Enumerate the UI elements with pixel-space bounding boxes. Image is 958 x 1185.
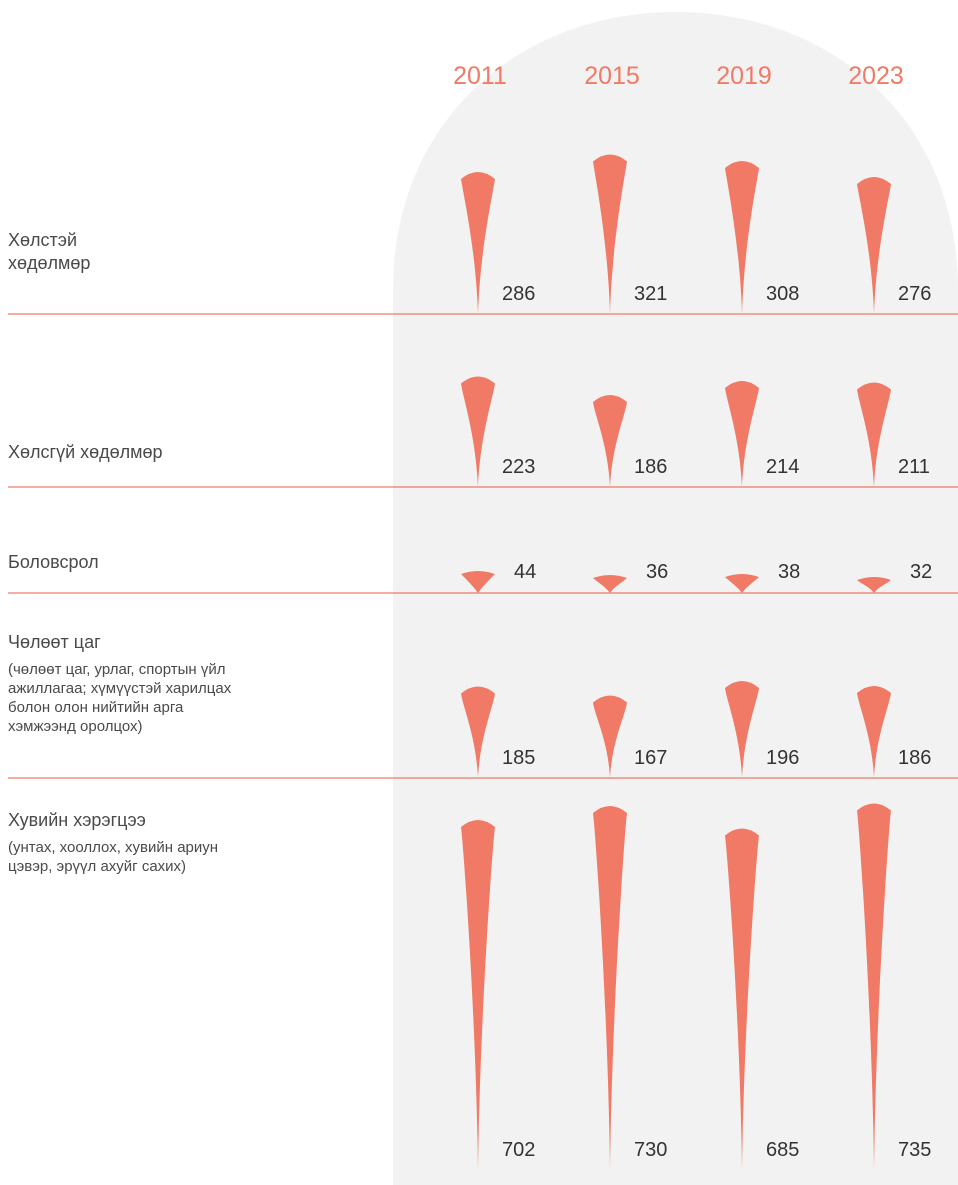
data-label: 308 — [766, 283, 799, 305]
category-label: Чөлөөт цаг — [8, 632, 101, 652]
data-label: 685 — [766, 1139, 799, 1161]
bar-mark — [461, 571, 495, 593]
data-label: 185 — [502, 747, 535, 769]
row-dividers — [8, 313, 958, 779]
year-header-2015: 2015 — [584, 62, 640, 90]
category-sublabel: (чөлөөт цаг, урлаг, спортын үйл — [8, 661, 225, 678]
category-label: Хувийн хэрэгцээ — [8, 810, 146, 830]
category-label: Хөлстэй — [8, 230, 77, 250]
category-sublabel: цэвэр, эрүүл ахуйг сахих) — [8, 858, 186, 875]
bar-mark — [593, 806, 627, 1170]
category-sublabel: болон олон нийтийн арга — [8, 699, 184, 716]
bar-mark — [461, 172, 495, 314]
data-label: 276 — [898, 283, 931, 305]
year-headers: 2011 2015 2019 2023 — [453, 62, 904, 90]
chart-marks: 286 321 308 276 223 186 214 211 44 36 38 32 185 167 19… — [461, 154, 932, 1170]
bar-mark — [461, 820, 495, 1170]
data-label: 167 — [634, 747, 667, 769]
data-label: 730 — [634, 1139, 667, 1161]
category-sublabel: ажиллагаа; хүмүүстэй харилцах — [8, 680, 232, 697]
bar-mark — [593, 575, 627, 593]
year-header-2023: 2023 — [848, 62, 904, 90]
data-label: 186 — [898, 747, 931, 769]
year-header-2019: 2019 — [716, 62, 772, 90]
category-labels: Хөлстэй хөдөлмөр Хөлсгүй хөдөлмөр Боловсрол… — [8, 230, 232, 875]
category-label: Хөлсгүй хөдөлмөр — [8, 442, 163, 462]
data-label: 735 — [898, 1139, 931, 1161]
bar-mark — [857, 686, 891, 778]
data-label: 702 — [502, 1139, 535, 1161]
data-label: 211 — [898, 456, 930, 478]
data-label: 44 — [514, 561, 536, 583]
category-label: хөдөлмөр — [8, 253, 90, 273]
bar-mark — [461, 376, 495, 487]
background-panel — [393, 12, 958, 1185]
data-label: 214 — [766, 456, 799, 478]
data-label: 196 — [766, 747, 799, 769]
data-label: 38 — [778, 561, 800, 583]
category-sublabel: хэмжээнд оролцох) — [8, 718, 143, 735]
bar-mark — [857, 577, 891, 593]
bar-mark — [725, 381, 759, 487]
data-label: 321 — [634, 283, 667, 305]
data-label: 36 — [646, 561, 668, 583]
bar-mark — [857, 177, 891, 314]
bar-mark — [725, 161, 759, 314]
bar-mark — [725, 574, 759, 593]
bar-mark — [593, 395, 627, 487]
data-label: 186 — [634, 456, 667, 478]
bar-mark — [857, 803, 891, 1170]
bar-mark — [593, 695, 627, 778]
data-label: 32 — [910, 561, 932, 583]
bar-mark — [461, 686, 495, 778]
data-label: 286 — [502, 283, 535, 305]
bar-mark — [593, 154, 627, 314]
bar-mark — [725, 681, 759, 778]
bar-mark — [725, 828, 759, 1170]
data-label: 223 — [502, 456, 535, 478]
category-sublabel: (унтах, хооллох, хувийн ариун — [8, 839, 218, 856]
year-header-2011: 2011 — [453, 62, 507, 90]
bar-mark — [857, 382, 891, 487]
category-label: Боловсрол — [8, 552, 99, 572]
